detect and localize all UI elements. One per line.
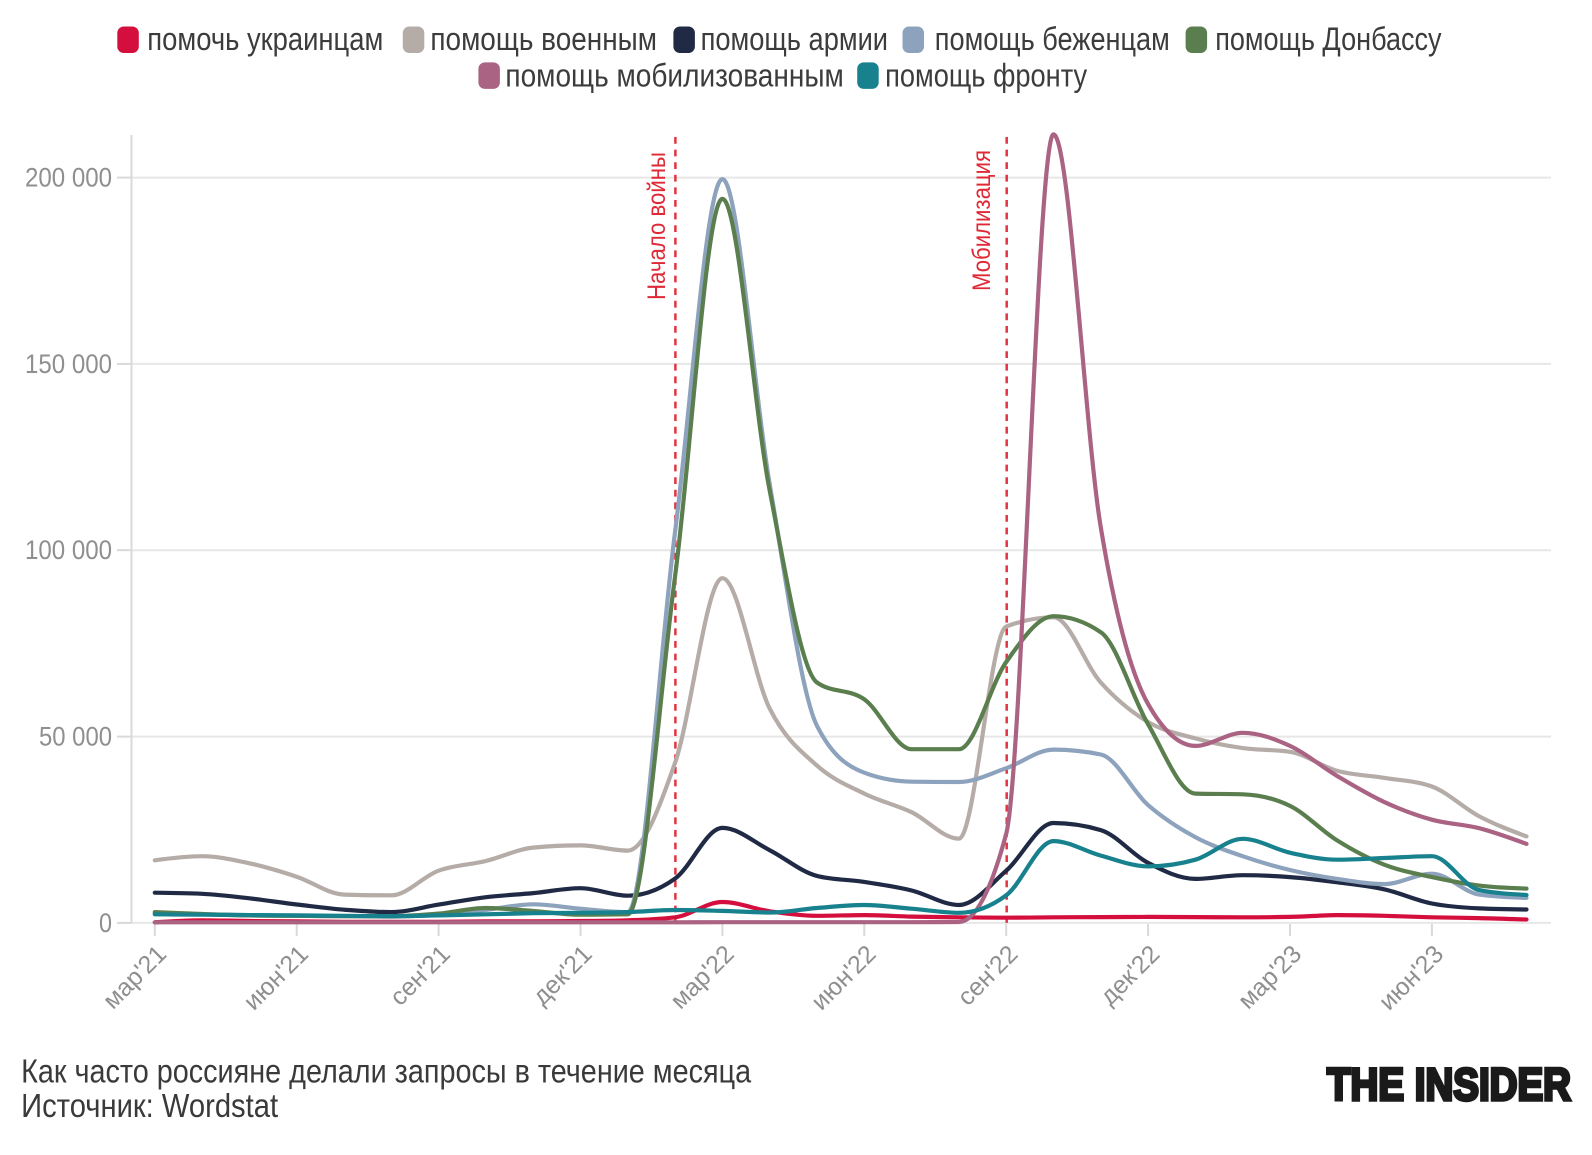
svg-text:помощь Донбассу: помощь Донбассу: [1215, 21, 1441, 57]
svg-text:июн'22: июн'22: [806, 940, 882, 1016]
svg-text:Начало войны: Начало войны: [643, 152, 671, 300]
svg-text:200 000: 200 000: [25, 163, 112, 193]
svg-text:THE INSIDER: THE INSIDER: [1327, 1059, 1571, 1110]
svg-text:помощь фронту: помощь фронту: [885, 57, 1087, 93]
svg-text:0: 0: [99, 908, 112, 938]
svg-text:Источник: Wordstat: Источник: Wordstat: [21, 1087, 278, 1124]
svg-text:помощь армии: помощь армии: [701, 21, 888, 57]
svg-text:Мобилизация: Мобилизация: [968, 150, 996, 291]
svg-text:дек'22: дек'22: [1095, 940, 1166, 1011]
svg-text:июн'23: июн'23: [1373, 940, 1449, 1016]
svg-text:150 000: 150 000: [25, 349, 112, 379]
svg-text:дек'21: дек'21: [527, 940, 598, 1011]
svg-text:Как часто россияне делали запр: Как часто россияне делали запросы в тече…: [21, 1053, 752, 1090]
svg-text:мар'22: мар'22: [665, 940, 740, 1015]
svg-text:помощь военным: помощь военным: [430, 21, 657, 57]
svg-text:помощь мобилизованным: помощь мобилизованным: [505, 57, 843, 93]
svg-text:июн'21: июн'21: [238, 940, 314, 1016]
svg-text:50 000: 50 000: [39, 722, 112, 752]
svg-text:помощь беженцам: помощь беженцам: [935, 21, 1170, 57]
svg-text:сен'22: сен'22: [952, 940, 1023, 1011]
svg-text:сен'21: сен'21: [385, 940, 456, 1011]
svg-text:мар'21: мар'21: [97, 940, 172, 1015]
svg-text:мар'23: мар'23: [1233, 940, 1308, 1015]
svg-text:помочь украинцам: помочь украинцам: [147, 21, 383, 57]
svg-text:100 000: 100 000: [25, 535, 112, 565]
